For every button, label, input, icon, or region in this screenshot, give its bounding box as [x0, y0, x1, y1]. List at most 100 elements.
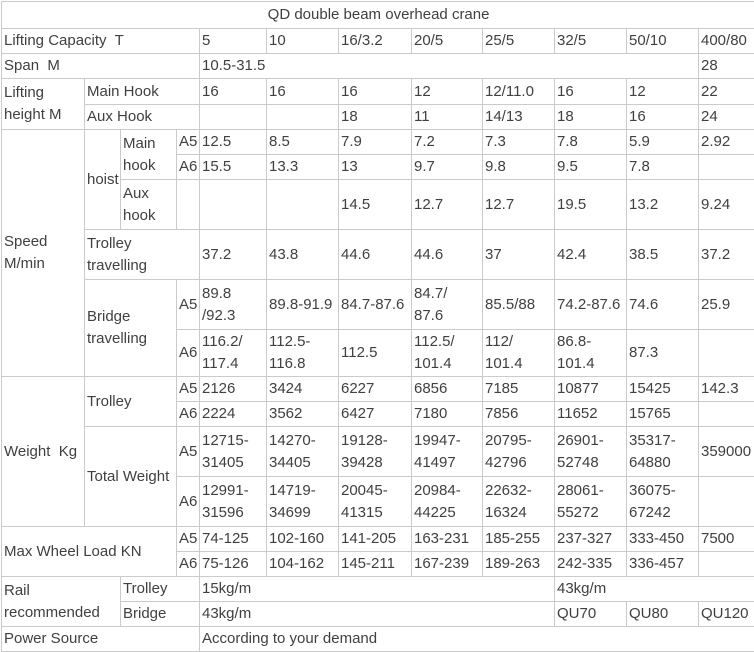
value-cell: 2.92: [697, 129, 754, 155]
value-cell: 14/13: [482, 104, 555, 130]
column-header: 5: [199, 28, 267, 54]
value-cell: 142.3: [697, 376, 754, 402]
value-cell: 333-450: [626, 526, 699, 552]
column-header: 16/3.2: [338, 28, 412, 54]
value-cell: 11652: [554, 401, 627, 427]
value-cell: 37.2: [697, 229, 754, 280]
value-cell: 3562: [266, 401, 339, 427]
value-cell: 22632- 16324: [482, 476, 555, 527]
value-cell: QU120: [697, 601, 754, 627]
table-row: Power Source According to your demand: [1, 626, 754, 652]
value-cell: 12.5: [199, 129, 267, 155]
value-cell: 11: [411, 104, 483, 130]
value-cell: 336-457: [626, 551, 699, 577]
value-cell: 43.8: [266, 229, 339, 280]
value-cell: 14270- 34405: [266, 426, 339, 477]
value-cell: 89.8 /92.3: [199, 279, 267, 330]
table-row: Lifting height M Main Hook 16 16 16 12 12/11.0…: [1, 78, 754, 130]
empty-cell: [199, 104, 267, 130]
table-row: A6 15.5 13.3 13 9.7 9.8 9.5 7.8: [2, 154, 754, 180]
table-row: Weight Kg Trolley A5 2126 3424 6227 6856 7185 10…: [1, 376, 754, 527]
row-label: Max Wheel Load KN: [1, 526, 177, 577]
value-cell: 189-263: [482, 551, 555, 577]
row-label: Trolley: [120, 576, 200, 602]
value-cell: 7.3: [482, 129, 555, 155]
value-cell: 7.9: [338, 129, 412, 155]
value-cell: 116.2/ 117.4: [199, 329, 267, 377]
value-cell: 19128- 39428: [338, 426, 412, 477]
empty-cell: [266, 104, 339, 130]
value-cell: 8.5: [266, 129, 339, 155]
value-cell: 9.7: [411, 154, 483, 180]
value-cell: 89.8-91.9: [266, 279, 339, 330]
value-cell: 24: [697, 104, 754, 130]
value-cell: 15kg/m: [199, 576, 555, 602]
value-cell: 7185: [482, 376, 555, 402]
table-row: A6 2224 3562 6427 7180 7856 11652 15765: [2, 401, 754, 427]
table-row: Rail recommended Trolley 15kg/m 43kg/m: [1, 576, 754, 627]
value-cell: 20984- 44225: [411, 476, 483, 527]
column-header: 50/10: [626, 28, 699, 54]
value-cell: 14.5: [338, 179, 412, 230]
value-cell: QU80: [626, 601, 699, 627]
row-label: hoist: [84, 129, 121, 230]
row-label: Lifting height M: [1, 78, 85, 130]
empty-cell: [697, 476, 754, 527]
value-cell: 15.5: [199, 154, 267, 180]
empty-cell: [266, 179, 339, 230]
value-cell: 185-255: [482, 526, 555, 552]
value-cell: 44.6: [338, 229, 412, 280]
value-cell: 84.7/ 87.6: [411, 279, 483, 330]
value-cell: 12: [411, 78, 483, 105]
value-cell: 35317- 64880: [626, 426, 699, 477]
table-row: Total Weight A5 12715- 31405 14270- 34405 19…: [2, 426, 754, 527]
value-cell: 12715- 31405: [199, 426, 267, 477]
value-cell: 3424: [266, 376, 339, 402]
empty-cell: [176, 179, 200, 230]
value-cell: 74-125: [199, 526, 267, 552]
grade-label: A5: [176, 426, 200, 477]
row-label: Bridge: [120, 601, 200, 627]
value-cell: 15765: [626, 401, 699, 427]
table-row: Max Wheel Load KN A5 74-125 102-160 141-205 1…: [1, 526, 754, 577]
grade-label: A6: [176, 329, 200, 377]
value-cell: 2126: [199, 376, 267, 402]
grade-label: A6: [176, 154, 200, 180]
value-cell: 7500: [697, 526, 754, 552]
grade-label: A6: [176, 551, 200, 577]
value-cell: 7.8: [554, 129, 627, 155]
table-title: QD double beam overhead crane: [0, 1, 754, 29]
value-cell: 112/ 101.4: [482, 329, 555, 377]
value-cell: 74.2-87.6: [554, 279, 627, 330]
value-cell: 12/11.0: [482, 78, 555, 105]
value-cell: 19947- 41497: [411, 426, 483, 477]
value-cell: 22: [697, 78, 754, 105]
table-row: A6 75-126 104-162 145-211 167-239 189-263 242-…: [2, 551, 754, 577]
column-header: 20/5: [411, 28, 483, 54]
value-cell: 16: [554, 78, 627, 105]
row-label: Aux hook: [120, 179, 177, 230]
value-cell: 38.5: [626, 229, 699, 280]
row-label: Weight Kg: [1, 376, 85, 527]
value-cell: 112.5- 116.8: [266, 329, 339, 377]
value-cell: 7.2: [411, 129, 483, 155]
value-cell: 13.2: [626, 179, 699, 230]
value-cell: 13.3: [266, 154, 339, 180]
row-label: Lifting Capacity T: [1, 28, 200, 54]
value-cell: 37.2: [199, 229, 267, 280]
empty-cell: [697, 154, 754, 180]
row-label: Aux Hook: [84, 104, 200, 130]
empty-cell: [697, 401, 754, 427]
grade-label: A5: [176, 526, 200, 552]
value-cell: 9.5: [554, 154, 627, 180]
value-cell: 6427: [338, 401, 412, 427]
value-cell: 102-160: [266, 526, 339, 552]
value-cell: 16: [626, 104, 699, 130]
value-cell: 43kg/m: [199, 601, 555, 627]
value-cell: 74.6: [626, 279, 699, 330]
grade-label: A5: [176, 129, 200, 155]
value-cell: 145-211: [338, 551, 412, 577]
table-row: Speed M/min hoist Main hook A5 12.5 8.5 7.9 7.2…: [1, 129, 754, 377]
value-cell: 242-335: [554, 551, 627, 577]
value-cell: 16: [338, 78, 412, 105]
